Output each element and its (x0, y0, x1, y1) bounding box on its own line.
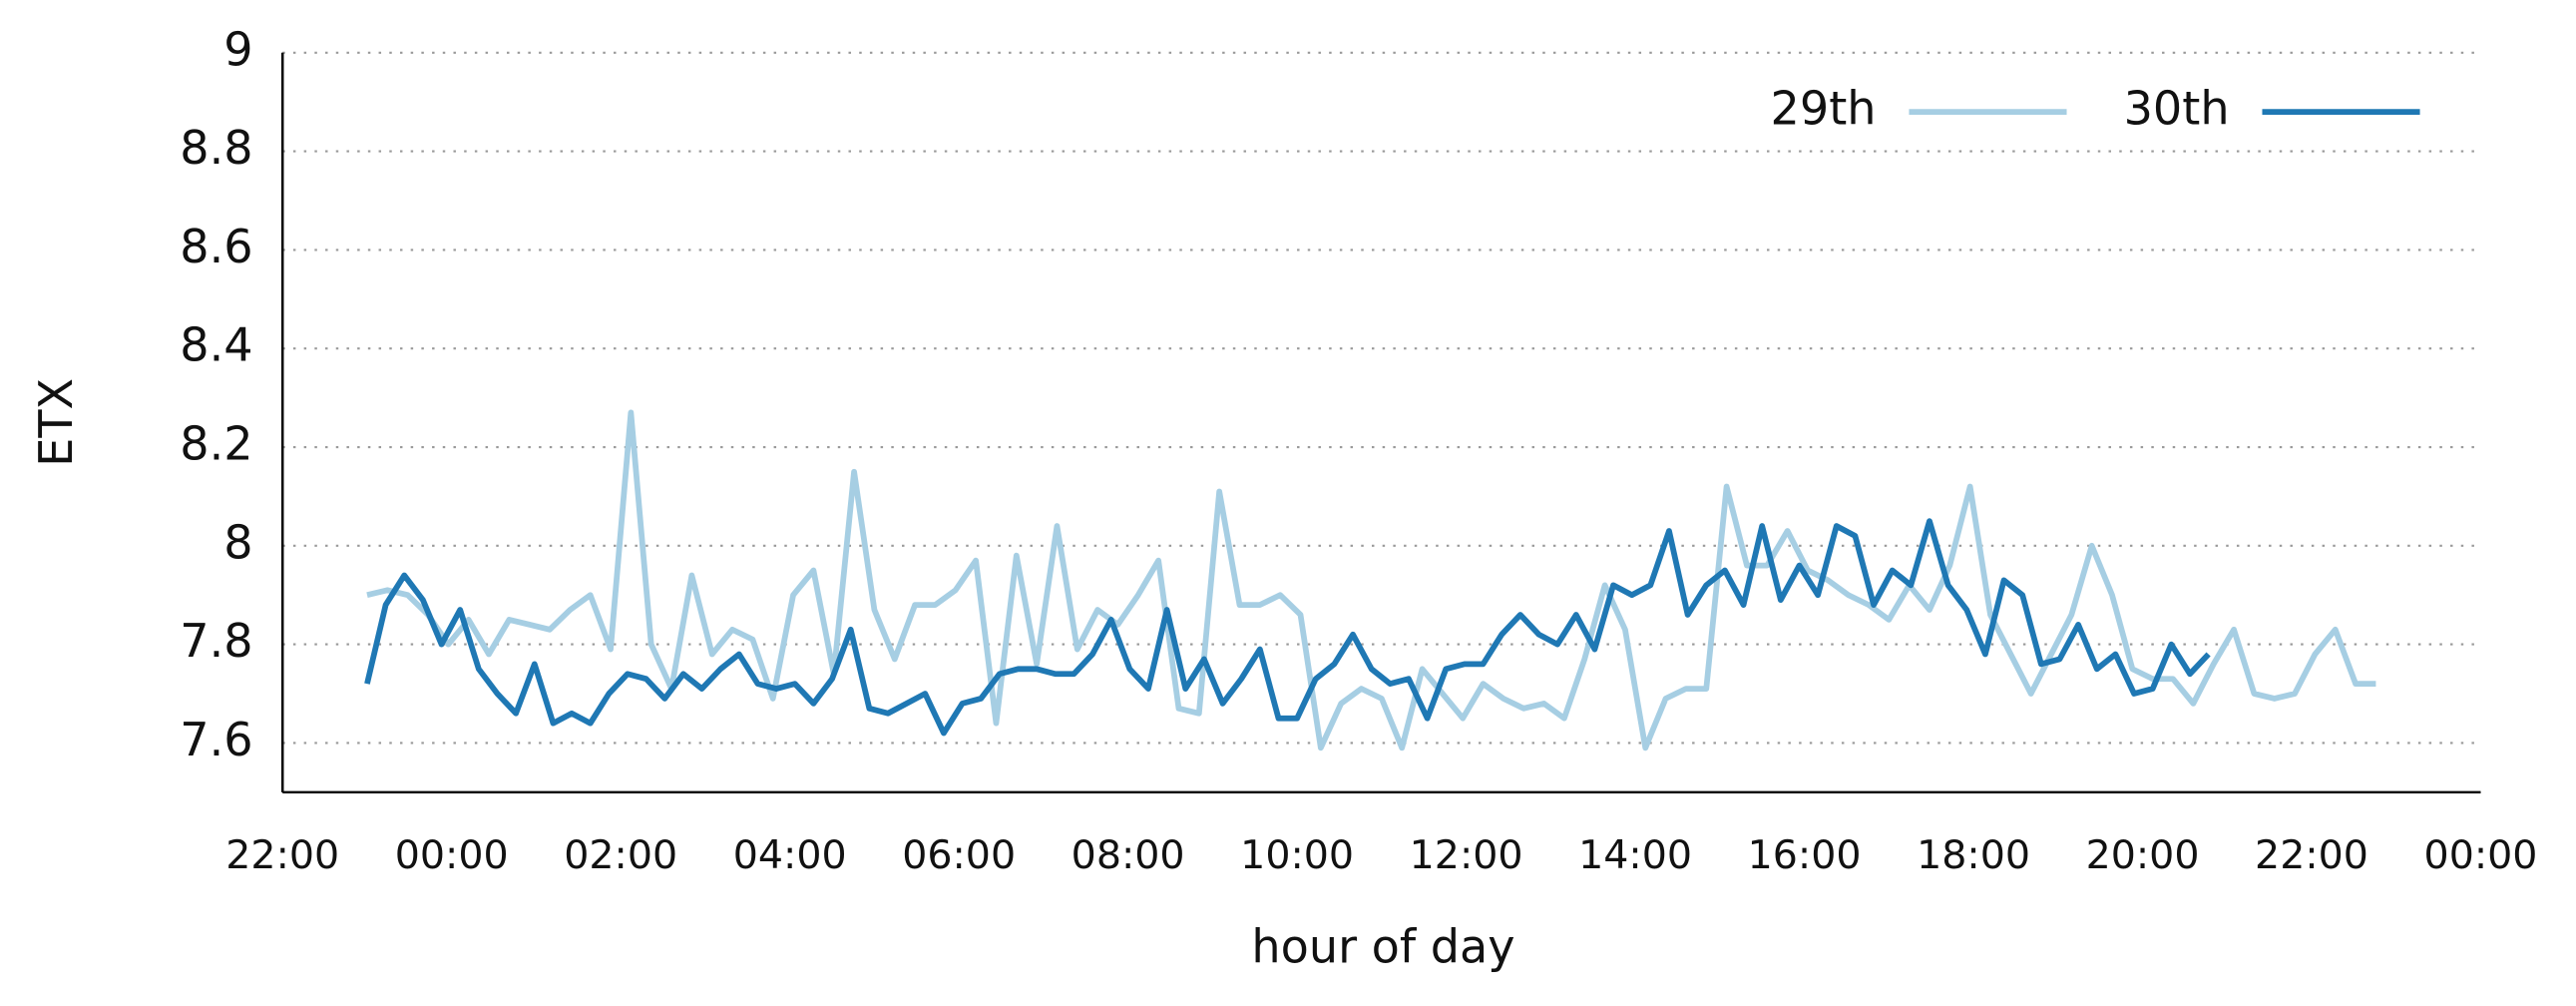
legend-label: 30th (2124, 82, 2230, 136)
y-tick-label: 8.2 (180, 417, 252, 471)
x-tick-label: 18:00 (1917, 832, 2030, 878)
y-tick-label: 8.6 (180, 220, 252, 273)
x-tick-label: 00:00 (395, 832, 509, 878)
x-tick-label: 22:00 (2255, 832, 2368, 878)
series-line (366, 409, 2376, 752)
x-tick-label: 14:00 (1578, 832, 1692, 878)
x-tick-label: 10:00 (1240, 832, 1354, 878)
y-tick-label: 8.8 (180, 121, 252, 175)
x-tick-label: 06:00 (902, 832, 1016, 878)
y-tick-label: 8 (223, 515, 252, 569)
x-tick-label: 22:00 (225, 832, 339, 878)
x-tick-label: 08:00 (1072, 832, 1185, 878)
x-tick-label: 02:00 (564, 832, 677, 878)
x-tick-label: 16:00 (1748, 832, 1862, 878)
x-tick-label: 12:00 (1410, 832, 1523, 878)
legend-label: 29th (1771, 82, 1877, 136)
x-tick-label: 04:00 (733, 832, 847, 878)
x-tick-label: 20:00 (2086, 832, 2200, 878)
x-tick-label: 00:00 (2424, 832, 2538, 878)
y-axis-label: ETX (29, 378, 83, 467)
series-line (364, 518, 2211, 737)
y-tick-label: 7.6 (180, 713, 252, 766)
y-tick-label: 8.4 (180, 318, 252, 372)
y-tick-label: 9 (223, 22, 252, 76)
y-tick-label: 7.8 (180, 614, 252, 668)
x-axis-label: hour of day (1251, 919, 1514, 973)
